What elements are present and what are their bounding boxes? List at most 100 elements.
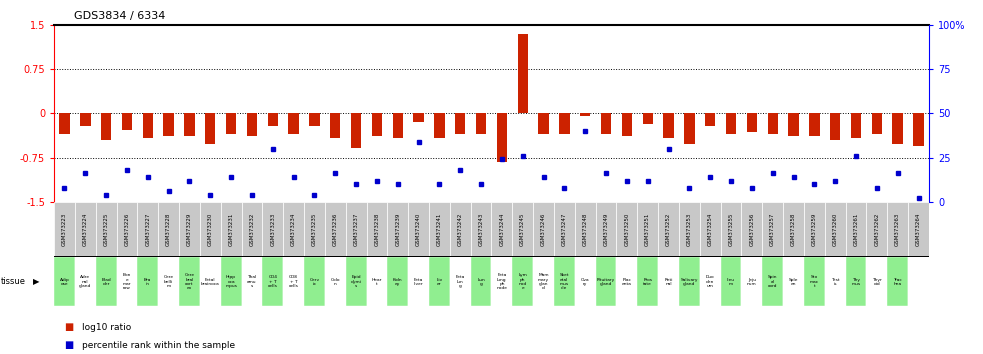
Bar — [741, 202, 762, 257]
Bar — [184, 113, 195, 136]
Bar — [75, 257, 95, 306]
Text: GSM373254: GSM373254 — [708, 212, 713, 246]
Text: Bon
e
mar
row: Bon e mar row — [123, 273, 131, 290]
Text: GSM373234: GSM373234 — [291, 212, 296, 246]
Bar — [601, 113, 611, 134]
Bar — [762, 257, 783, 306]
Bar — [616, 202, 637, 257]
Text: Salivary
gland: Salivary gland — [680, 278, 698, 286]
Text: Liv
er: Liv er — [436, 278, 442, 286]
Bar — [221, 257, 242, 306]
Text: Hear
t: Hear t — [372, 278, 382, 286]
Bar — [471, 257, 492, 306]
Bar — [392, 113, 403, 138]
Bar — [554, 257, 575, 306]
Text: GSM373225: GSM373225 — [103, 212, 109, 246]
Bar — [304, 202, 324, 257]
Bar — [367, 202, 387, 257]
Bar — [637, 202, 659, 257]
Bar — [664, 113, 673, 138]
Text: ▶: ▶ — [33, 277, 40, 286]
Bar — [117, 202, 138, 257]
Bar — [80, 113, 90, 126]
Bar — [908, 257, 929, 306]
Bar — [492, 202, 512, 257]
Text: GSM373233: GSM373233 — [270, 212, 275, 246]
Text: GSM373262: GSM373262 — [874, 212, 880, 246]
Bar — [533, 202, 554, 257]
Text: Hipp
oca
mpus: Hipp oca mpus — [225, 275, 237, 288]
Text: percentile rank within the sample: percentile rank within the sample — [82, 341, 235, 350]
Bar — [138, 257, 158, 306]
Text: GSM373257: GSM373257 — [771, 212, 776, 246]
Bar — [163, 113, 174, 136]
Bar — [596, 202, 616, 257]
Bar — [512, 257, 533, 306]
Text: GSM373232: GSM373232 — [250, 212, 255, 246]
Bar — [539, 113, 549, 134]
Text: GSM373260: GSM373260 — [833, 212, 838, 246]
Text: Duo
den
um: Duo den um — [706, 275, 715, 288]
Text: Lun
g: Lun g — [477, 278, 485, 286]
Bar — [700, 202, 721, 257]
Bar — [122, 113, 132, 130]
Bar — [95, 202, 117, 257]
Bar — [830, 113, 840, 140]
Bar — [242, 257, 262, 306]
Bar — [768, 113, 778, 134]
Bar — [580, 113, 591, 116]
Text: GSM373250: GSM373250 — [624, 212, 629, 246]
Bar — [247, 113, 258, 136]
Bar — [804, 257, 825, 306]
Bar — [908, 202, 929, 257]
Text: Sket
etal
mus
cle: Sket etal mus cle — [559, 273, 569, 290]
Bar — [575, 202, 596, 257]
Text: Ova
ry: Ova ry — [581, 278, 590, 286]
Bar — [117, 257, 138, 306]
Text: GSM373251: GSM373251 — [645, 212, 650, 246]
Text: Mam
mary
glan
d: Mam mary glan d — [538, 273, 549, 290]
Bar — [725, 113, 736, 134]
Text: GSM373246: GSM373246 — [541, 212, 547, 246]
Bar — [575, 257, 596, 306]
Bar — [351, 113, 362, 148]
Bar — [788, 113, 799, 136]
Text: GSM373243: GSM373243 — [479, 212, 484, 246]
Text: Jeju
num: Jeju num — [747, 278, 757, 286]
Bar — [659, 257, 679, 306]
Bar — [621, 113, 632, 136]
Text: GSM373236: GSM373236 — [333, 212, 338, 246]
Text: GSM373264: GSM373264 — [916, 212, 921, 246]
Bar — [533, 257, 554, 306]
Bar — [75, 202, 95, 257]
Text: Cere
belli
m: Cere belli m — [163, 275, 174, 288]
Text: Sple
en: Sple en — [788, 278, 798, 286]
Bar — [283, 257, 304, 306]
Text: Lym
ph
nod
e: Lym ph nod e — [518, 273, 527, 290]
Bar — [684, 113, 695, 144]
Bar — [179, 202, 200, 257]
Bar — [872, 113, 882, 134]
Text: GSM373261: GSM373261 — [853, 212, 858, 246]
Bar — [517, 34, 528, 113]
Text: GSM373235: GSM373235 — [312, 212, 317, 246]
Text: Plac
enta: Plac enta — [622, 278, 632, 286]
Text: GSM373231: GSM373231 — [229, 212, 234, 246]
Bar — [330, 113, 340, 138]
Text: GSM373223: GSM373223 — [62, 212, 67, 246]
Bar — [408, 202, 429, 257]
Bar — [221, 202, 242, 257]
Bar — [809, 113, 820, 136]
Bar — [288, 113, 299, 134]
Text: Cere
bral
cort
ex: Cere bral cort ex — [185, 273, 195, 290]
Text: Feta
liver: Feta liver — [414, 278, 424, 286]
Text: CD8
+ T
cells: CD8 + T cells — [289, 275, 299, 288]
Bar — [450, 257, 471, 306]
Bar — [158, 202, 179, 257]
Text: Bra
in: Bra in — [145, 278, 151, 286]
Bar — [54, 202, 75, 257]
Bar — [825, 202, 845, 257]
Bar — [762, 202, 783, 257]
Bar — [367, 257, 387, 306]
Bar — [512, 202, 533, 257]
